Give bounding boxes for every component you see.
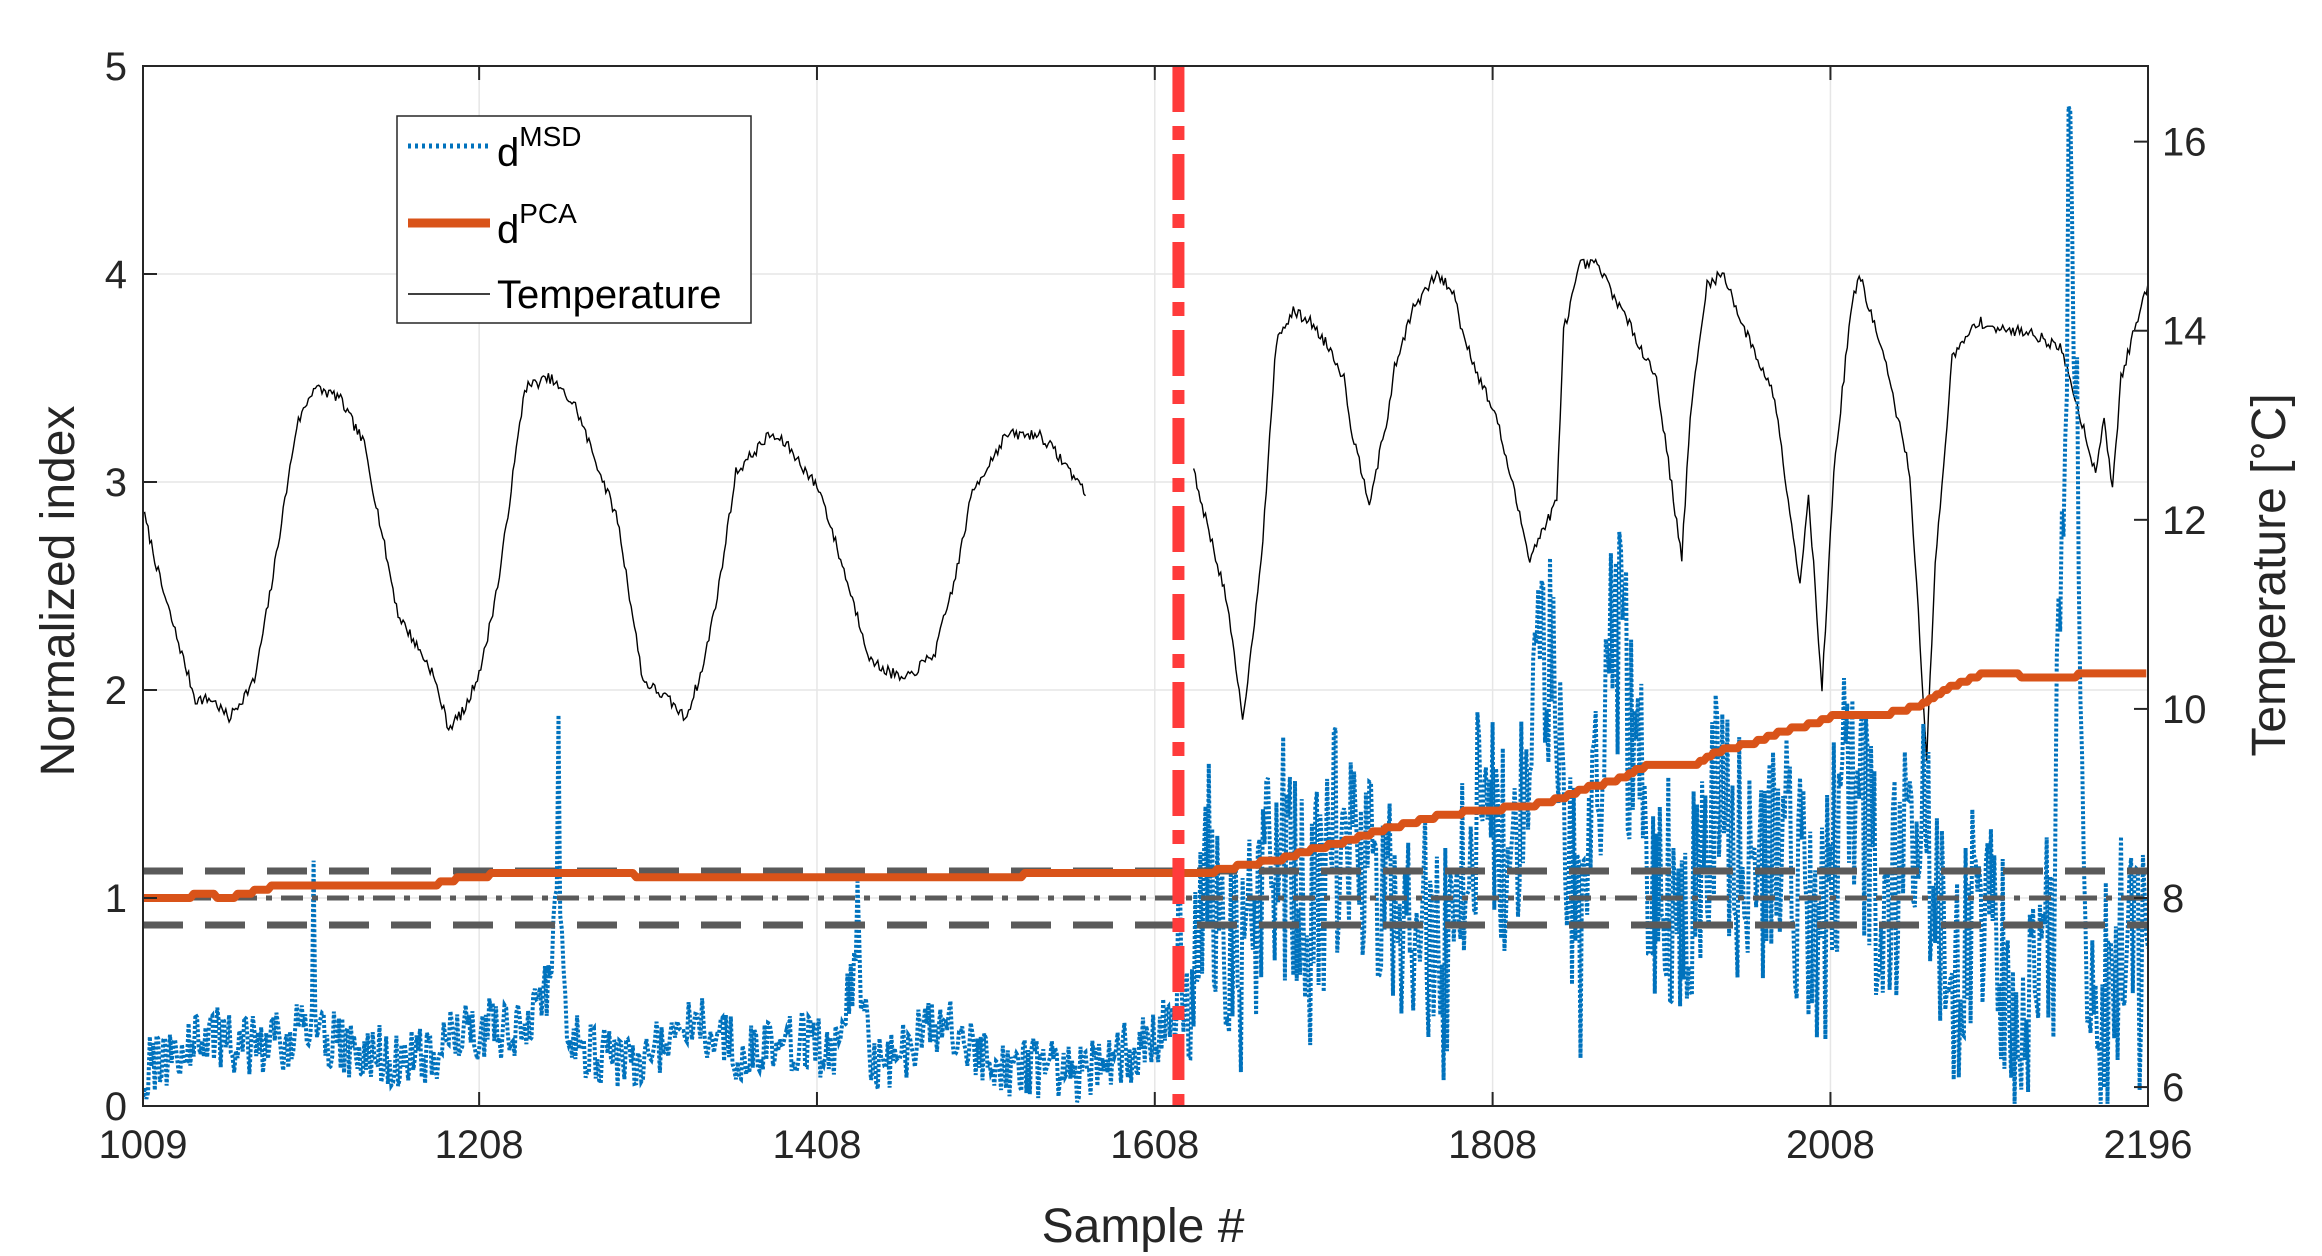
y-left-tick-label: 1 — [105, 877, 127, 921]
y-left-tick-label: 3 — [105, 461, 127, 505]
y-right-tick-label: 16 — [2162, 121, 2207, 165]
y-right-tick-label: 10 — [2162, 688, 2207, 732]
x-tick-label: 1608 — [1110, 1123, 1199, 1167]
legend-pca-label: dPCA — [497, 198, 577, 252]
legend-msd-label: dMSD — [497, 121, 581, 175]
y-left-tick-label: 0 — [105, 1085, 127, 1129]
y-left-tick-label: 5 — [105, 45, 127, 89]
x-tick-label: 2196 — [2104, 1123, 2193, 1167]
legend: dMSD dPCA Temperature — [396, 115, 752, 324]
y-axis-left-label: Normalized index — [32, 406, 85, 777]
y-axis-right-label: Temperature [°C] — [2243, 393, 2296, 756]
y-right-tick-label: 14 — [2162, 310, 2207, 354]
pca-series — [143, 669, 2147, 902]
legend-temperature-label: Temperature — [497, 273, 722, 317]
x-tick-label: 1808 — [1448, 1123, 1537, 1167]
temperature-series — [143, 258, 2148, 762]
x-tick-label: 1208 — [435, 1123, 524, 1167]
y-left-tick-label: 2 — [105, 669, 127, 713]
y-right-tick-label: 6 — [2162, 1066, 2184, 1110]
plot-frame — [142, 65, 2149, 1107]
temperature-line-segment-2 — [1192, 258, 2148, 762]
temperature-line-segment-1 — [143, 373, 1087, 732]
y-right-tick-label: 12 — [2162, 499, 2207, 543]
axis-ticks: 1009 1208 1408 1608 1808 2008 2196012345681012… — [99, 45, 2207, 1167]
pca-line — [143, 669, 2147, 902]
x-axis-label: Sample # — [1042, 1200, 1245, 1253]
x-tick-label: 2008 — [1786, 1123, 1875, 1167]
y-right-tick-label: 8 — [2162, 877, 2184, 921]
x-tick-label: 1408 — [772, 1123, 861, 1167]
x-tick-label: 1009 — [99, 1123, 188, 1167]
y-left-tick-label: 4 — [105, 253, 127, 297]
